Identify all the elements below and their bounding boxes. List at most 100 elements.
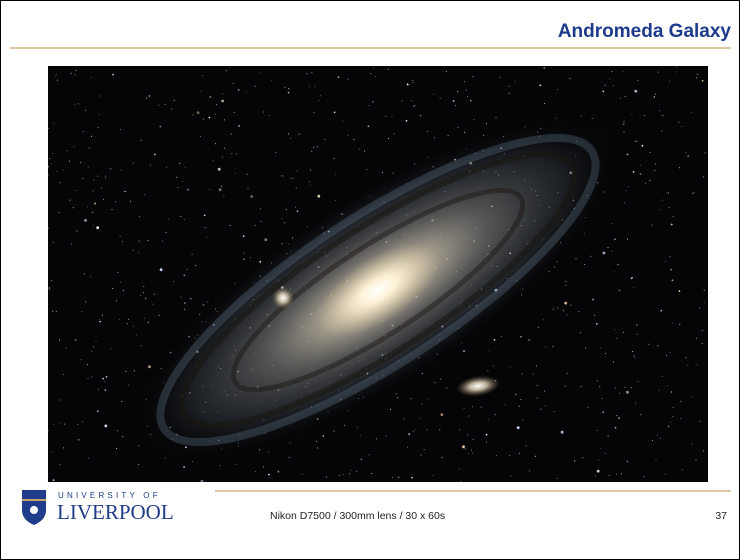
star <box>464 448 466 450</box>
star <box>103 198 105 200</box>
star <box>627 186 629 188</box>
star <box>161 240 163 242</box>
dust-lane <box>230 187 526 393</box>
star <box>77 438 80 441</box>
star <box>654 93 656 95</box>
star <box>223 195 225 197</box>
star <box>678 121 680 123</box>
star <box>63 447 64 449</box>
star <box>358 148 360 150</box>
star <box>200 479 204 482</box>
star <box>310 169 312 171</box>
star <box>215 143 216 145</box>
star <box>224 119 225 121</box>
star <box>347 134 349 136</box>
star <box>493 339 496 341</box>
star <box>649 180 651 181</box>
star <box>480 406 482 408</box>
star <box>90 76 92 78</box>
star <box>59 182 61 184</box>
star <box>77 103 79 105</box>
star <box>582 457 584 459</box>
galaxy <box>133 115 623 465</box>
star <box>636 324 638 326</box>
star <box>187 188 190 191</box>
star <box>500 336 502 338</box>
star <box>388 138 390 140</box>
star <box>48 430 49 432</box>
star <box>672 216 674 218</box>
star <box>80 359 82 361</box>
star <box>488 418 490 420</box>
star <box>585 347 586 349</box>
star <box>152 303 154 305</box>
star <box>50 163 52 165</box>
star <box>311 150 313 152</box>
star <box>627 238 629 240</box>
star <box>657 345 659 347</box>
star <box>440 413 444 416</box>
star <box>472 438 474 440</box>
star <box>48 128 49 129</box>
star <box>611 71 613 73</box>
star <box>520 335 522 338</box>
star <box>406 83 409 86</box>
star <box>471 449 472 451</box>
star <box>128 318 130 320</box>
star <box>703 302 705 303</box>
star <box>600 448 602 450</box>
star <box>53 423 55 425</box>
star <box>654 96 655 98</box>
star <box>607 247 609 249</box>
star <box>177 187 179 188</box>
star <box>485 433 488 436</box>
star <box>580 385 582 387</box>
star <box>53 122 55 124</box>
star <box>643 476 645 478</box>
star <box>597 459 599 461</box>
star <box>622 123 625 125</box>
star <box>196 111 200 114</box>
star <box>696 77 698 79</box>
star <box>264 238 268 242</box>
star <box>203 304 205 306</box>
star <box>670 421 671 423</box>
star <box>545 405 546 407</box>
star <box>413 106 415 108</box>
star <box>427 398 429 400</box>
star <box>59 339 60 341</box>
star <box>612 84 614 86</box>
star <box>145 297 147 299</box>
star <box>375 76 377 78</box>
star <box>602 251 606 255</box>
star <box>385 435 387 437</box>
star <box>651 224 653 226</box>
star <box>91 376 93 378</box>
star <box>48 174 49 176</box>
star <box>367 125 370 128</box>
star <box>666 385 668 387</box>
star <box>324 139 326 141</box>
star <box>412 430 414 432</box>
star <box>631 113 633 115</box>
star <box>614 238 616 241</box>
star <box>499 76 501 78</box>
star <box>667 425 670 428</box>
star <box>387 68 389 70</box>
star <box>626 154 628 156</box>
star <box>623 331 625 333</box>
star <box>311 72 313 74</box>
star <box>653 96 655 98</box>
star <box>143 286 145 288</box>
star <box>634 402 636 404</box>
star <box>595 475 597 477</box>
star <box>515 393 517 395</box>
star <box>535 365 537 367</box>
star <box>92 190 94 192</box>
star <box>560 430 564 434</box>
star <box>595 323 598 325</box>
star <box>93 346 95 348</box>
star <box>659 437 661 439</box>
star <box>666 193 668 195</box>
star <box>234 172 236 174</box>
